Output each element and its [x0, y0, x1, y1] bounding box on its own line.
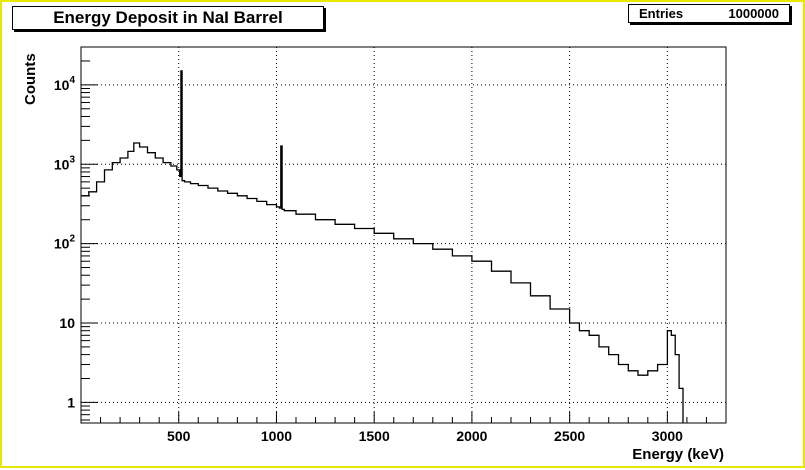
x-tick-label: 2000 — [456, 428, 487, 444]
x-tick-label: 3000 — [652, 428, 683, 444]
x-tick-label: 500 — [167, 428, 191, 444]
chart-title: Energy Deposit in NaI Barrel — [12, 6, 324, 30]
y-tick-label: 104 — [54, 75, 76, 93]
grid-lines — [81, 47, 726, 423]
y-tick-label: 102 — [54, 234, 76, 252]
y-tick-label: 1 — [67, 394, 75, 410]
y-axis-label: Counts — [22, 53, 39, 105]
y-tick-label: 10 — [59, 315, 75, 331]
stats-box: Entries 1000000 — [628, 4, 790, 23]
x-axis-label: Energy (keV) — [632, 446, 724, 463]
plot-frame — [80, 46, 727, 424]
histogram-series-line — [81, 70, 684, 423]
axis-ticks: 500 1000 1500 2000 2500 3000 1 10 102 103 104 — [54, 46, 707, 444]
x-tick-label: 2500 — [554, 428, 585, 444]
x-tick-label: 1500 — [359, 428, 390, 444]
series-group — [81, 70, 684, 423]
stats-entries-value: 1000000 — [728, 6, 779, 21]
y-tick-label: 103 — [54, 154, 76, 172]
x-tick-label: 1000 — [261, 428, 292, 444]
stats-entries-label: Entries — [639, 6, 684, 21]
